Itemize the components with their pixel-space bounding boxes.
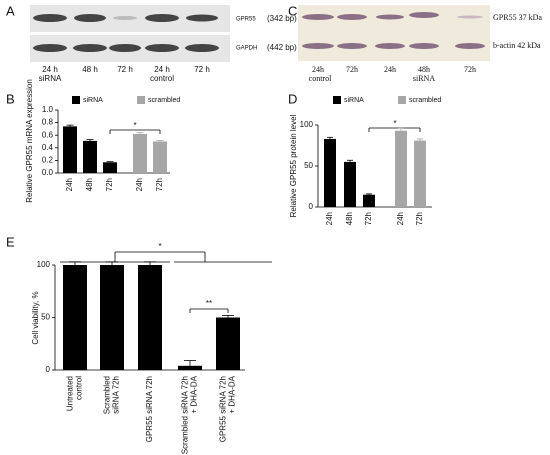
lane-label: 72 h xyxy=(194,65,210,74)
panel-letter: C xyxy=(288,3,297,18)
legend-label: siRNA xyxy=(344,97,364,104)
x-tick-label: + DHA-DA xyxy=(190,375,199,413)
group-label: control xyxy=(309,74,332,83)
row-size: (442 bp) xyxy=(267,43,297,52)
annotation: ** xyxy=(206,299,212,308)
legend-swatch xyxy=(137,96,145,104)
x-tick-label: Scrambled xyxy=(103,376,112,414)
lane-label: 72 h xyxy=(117,65,133,74)
panel-letter: A xyxy=(6,3,15,18)
panel-letter: E xyxy=(6,234,15,249)
x-tick-label: GPR55 siRNA 72h xyxy=(145,376,154,442)
x-tick-label: siRNA 72h xyxy=(112,376,121,414)
bar xyxy=(363,194,375,207)
row-label: GAPDH xyxy=(236,46,257,52)
lane-label: 72h xyxy=(346,65,358,74)
legend-label: scrambled xyxy=(409,97,441,104)
bar xyxy=(103,162,117,173)
x-tick-label: 72h xyxy=(155,178,164,191)
legend-label: scrambled xyxy=(148,97,180,104)
y-tick-label: 0 xyxy=(309,202,314,211)
bar xyxy=(100,265,124,370)
legend-swatch xyxy=(72,96,80,104)
bar xyxy=(414,140,426,207)
legend-swatch xyxy=(398,96,406,104)
x-tick-label: + DHA-DA xyxy=(228,375,237,413)
y-tick-label: 100 xyxy=(300,120,314,129)
x-tick-label: 24h xyxy=(65,178,74,191)
annotation: * xyxy=(158,242,161,251)
blot xyxy=(298,5,490,61)
row-label: GPR55 37 kDa xyxy=(493,13,542,22)
row-label: b-actin 42 kDa xyxy=(493,41,541,50)
group-label: siRNA xyxy=(413,74,435,83)
x-tick-label: control xyxy=(75,376,84,400)
y-tick-label: 0.2 xyxy=(42,156,54,165)
bands xyxy=(302,12,485,49)
x-tick-label: 24h xyxy=(396,212,405,225)
x-tick-label: 24h xyxy=(135,178,144,191)
legend-swatch xyxy=(333,96,341,104)
panel-letter: D xyxy=(288,91,297,106)
y-axis-label: Cell viability, % xyxy=(31,291,40,344)
row-label: GPR55 xyxy=(236,17,256,23)
lane-label: 24 h xyxy=(154,65,170,74)
y-tick-label: 100 xyxy=(37,260,51,269)
group-label: siRNA xyxy=(39,74,62,83)
y-tick-label: 0.0 xyxy=(42,168,54,177)
y-tick-label: 50 xyxy=(304,161,313,170)
x-tick-label: 48h xyxy=(345,212,354,225)
annotation: * xyxy=(133,121,136,130)
lane-label: 24h xyxy=(312,65,324,74)
bands xyxy=(33,14,219,52)
lane-label: 24 h xyxy=(42,65,58,74)
legend-label: siRNA xyxy=(83,97,103,104)
y-tick-label: 0.8 xyxy=(42,118,54,127)
row-size: (342 bp) xyxy=(267,14,297,23)
x-tick-label: 24h xyxy=(325,212,334,225)
x-tick-label: 72h xyxy=(364,212,373,225)
y-axis-label: Relative GPR55 protein level xyxy=(289,114,298,217)
y-tick-label: 0 xyxy=(46,365,51,374)
x-tick-label: 72h xyxy=(105,178,114,191)
y-axis-label: Relative GPR55 mRNA expression xyxy=(25,79,34,203)
bar xyxy=(138,265,162,370)
y-tick-label: 0.4 xyxy=(42,143,54,152)
x-tick-label: 48h xyxy=(85,178,94,191)
y-tick-label: 50 xyxy=(41,313,50,322)
bar xyxy=(133,133,147,173)
x-tick-label: Untreated xyxy=(66,376,75,411)
group-label: control xyxy=(150,74,174,83)
y-tick-label: 0.6 xyxy=(42,130,54,139)
y-tick-label: 1.0 xyxy=(42,105,54,114)
lane-label: 72h xyxy=(464,65,476,74)
bar xyxy=(178,365,202,370)
bar xyxy=(216,317,240,370)
lane-label: 48 h xyxy=(82,65,98,74)
x-tick-label: 72h xyxy=(415,212,424,225)
bar xyxy=(63,265,87,370)
annotation: * xyxy=(393,119,396,128)
x-tick-label: GPR55 siRNA 72h xyxy=(219,376,228,442)
bar xyxy=(83,140,97,173)
lane-label: 24h xyxy=(384,65,396,74)
bar xyxy=(324,138,336,207)
lane-label: 48h xyxy=(418,65,430,74)
bar xyxy=(344,161,356,207)
bar xyxy=(63,126,77,173)
bar xyxy=(395,130,407,207)
bar xyxy=(153,141,167,173)
x-tick-label: Scrambled siRNA 72h xyxy=(181,376,190,454)
panel-letter: B xyxy=(6,91,15,106)
